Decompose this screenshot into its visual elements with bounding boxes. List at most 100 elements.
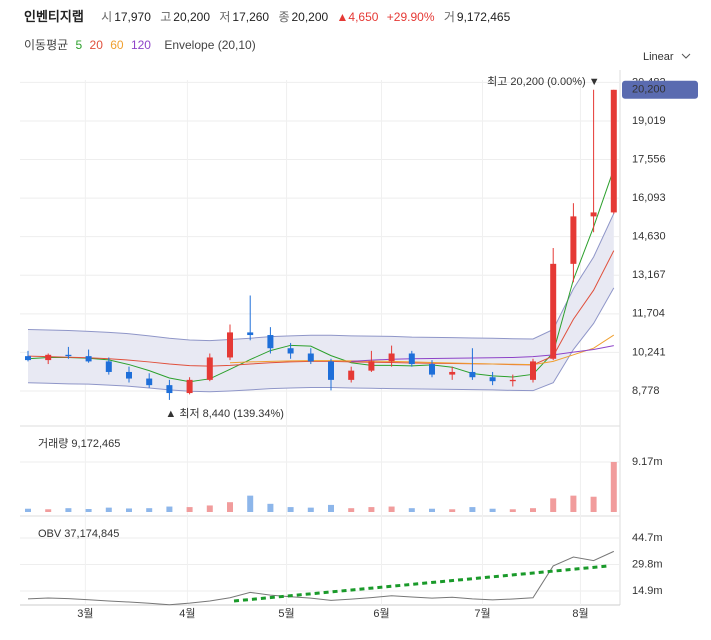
volume-bar — [25, 508, 31, 512]
y-tick-label: 9.17m — [632, 456, 663, 468]
volume-bar — [146, 508, 153, 512]
x-tick-label: 4월 — [179, 607, 195, 620]
last-price-tag — [622, 80, 698, 99]
ma-line — [351, 345, 614, 362]
scale-toggle[interactable]: Linear — [643, 51, 674, 63]
low-annotation: ▲ 최저 8,440 (139.34%) — [165, 407, 284, 420]
volume-bar — [186, 507, 193, 512]
x-tick-label: 3월 — [77, 607, 93, 620]
legend-item[interactable]: 60 — [110, 38, 124, 52]
candle-body — [45, 354, 52, 361]
label: 고 — [160, 10, 172, 24]
label: 저 — [219, 10, 231, 24]
candle-body — [328, 361, 334, 380]
value: 9,172,465 — [456, 10, 511, 24]
legend-item[interactable]: 20 — [89, 38, 103, 52]
pane-label: 거래량 9,172,465 — [38, 437, 120, 450]
volume-bar — [570, 495, 577, 512]
volume-bar — [530, 508, 536, 512]
y-tick-label: 8,778 — [632, 385, 660, 397]
volume-bar — [105, 507, 112, 512]
y-tick-label: 29.8m — [632, 558, 663, 570]
volume-bar — [550, 498, 557, 512]
dropdown-icon[interactable] — [681, 53, 691, 59]
candle-body — [25, 356, 31, 361]
y-tick-label: 11,704 — [632, 308, 665, 320]
volume-bar — [206, 505, 213, 512]
legend-item[interactable]: 5 — [75, 38, 83, 52]
quote-header: 인벤티지랩 시 17,970 고 20,200 저 17,260 종 20,200 ▲4… — [24, 6, 510, 25]
envelope-upper — [27, 213, 615, 342]
label: 거 — [443, 10, 455, 24]
volume-bar — [509, 509, 516, 512]
candle-body — [247, 332, 254, 336]
change-pct: +29.90% — [386, 10, 435, 24]
volume-bar — [429, 508, 435, 512]
value: 20,200 — [173, 10, 210, 24]
volume-bar — [590, 496, 597, 512]
ma-line — [229, 334, 615, 366]
candle-body — [65, 354, 72, 357]
high-annotation: 최고 20,200 (0.00%) ▼ — [487, 75, 599, 88]
value: 17,970 — [114, 10, 151, 24]
candle-body — [429, 364, 435, 375]
candle-body — [287, 348, 294, 354]
volume-bar — [227, 502, 233, 512]
candle-body — [166, 385, 173, 394]
legend-item[interactable]: 120 — [130, 38, 151, 52]
volume-bar — [489, 508, 496, 512]
volume-bar — [328, 504, 334, 512]
candle-body — [206, 357, 213, 380]
volume-bar — [408, 508, 415, 512]
y-tick-label: 16,093 — [632, 192, 666, 204]
label: 종 — [278, 10, 290, 24]
candle-body — [227, 332, 233, 358]
volume-bar — [247, 495, 254, 512]
candle-body — [146, 378, 153, 386]
legend-title: 이동평균 — [24, 38, 69, 52]
x-tick-label: 5월 — [278, 607, 294, 620]
x-tick-label: 6월 — [373, 607, 389, 620]
y-tick-label: 13,167 — [632, 269, 666, 281]
volume-bar — [348, 508, 355, 512]
value: 17,260 — [232, 10, 270, 24]
volume-bar — [166, 506, 173, 512]
pane-label: OBV 37,174,845 — [38, 528, 119, 540]
x-tick-label: 7월 — [474, 607, 490, 620]
legend: 이동평균 5 20 60 120 Envelope (20,10) — [24, 36, 260, 53]
volume-bar — [610, 461, 617, 512]
candle-body — [489, 377, 496, 382]
change: ▲4,650 — [336, 10, 379, 24]
y-tick-label: 44.7m — [632, 532, 663, 544]
candle-body — [348, 370, 355, 380]
candle-body — [590, 212, 597, 217]
candle-body — [509, 379, 516, 382]
candle-body — [368, 361, 375, 371]
volume-bar — [267, 503, 274, 512]
volume-bar — [469, 507, 476, 512]
obv-line — [27, 550, 615, 606]
volume-bar — [449, 509, 456, 512]
candle-body — [408, 353, 415, 365]
legend-item[interactable]: Envelope (20,10) — [164, 38, 256, 52]
volume-bar — [65, 508, 72, 512]
volume-bar — [45, 509, 52, 512]
y-tick-label: 19,019 — [632, 115, 666, 127]
candle-body — [550, 263, 557, 359]
value: 20,200 — [291, 10, 329, 24]
candle-body — [469, 371, 476, 378]
stock-name: 인벤티지랩 — [24, 9, 84, 24]
envelope-fill — [28, 213, 614, 392]
candle-body — [85, 356, 92, 362]
last-price-label: 20,200 — [632, 84, 666, 96]
volume-bar — [307, 507, 314, 512]
y-tick-label: 10,241 — [632, 346, 666, 358]
x-tick-label: 8월 — [572, 607, 588, 620]
envelope-lower — [27, 287, 615, 393]
candle-body — [186, 379, 193, 394]
candle-body — [449, 371, 456, 375]
trend-line — [233, 564, 609, 603]
candle-body — [610, 89, 617, 213]
